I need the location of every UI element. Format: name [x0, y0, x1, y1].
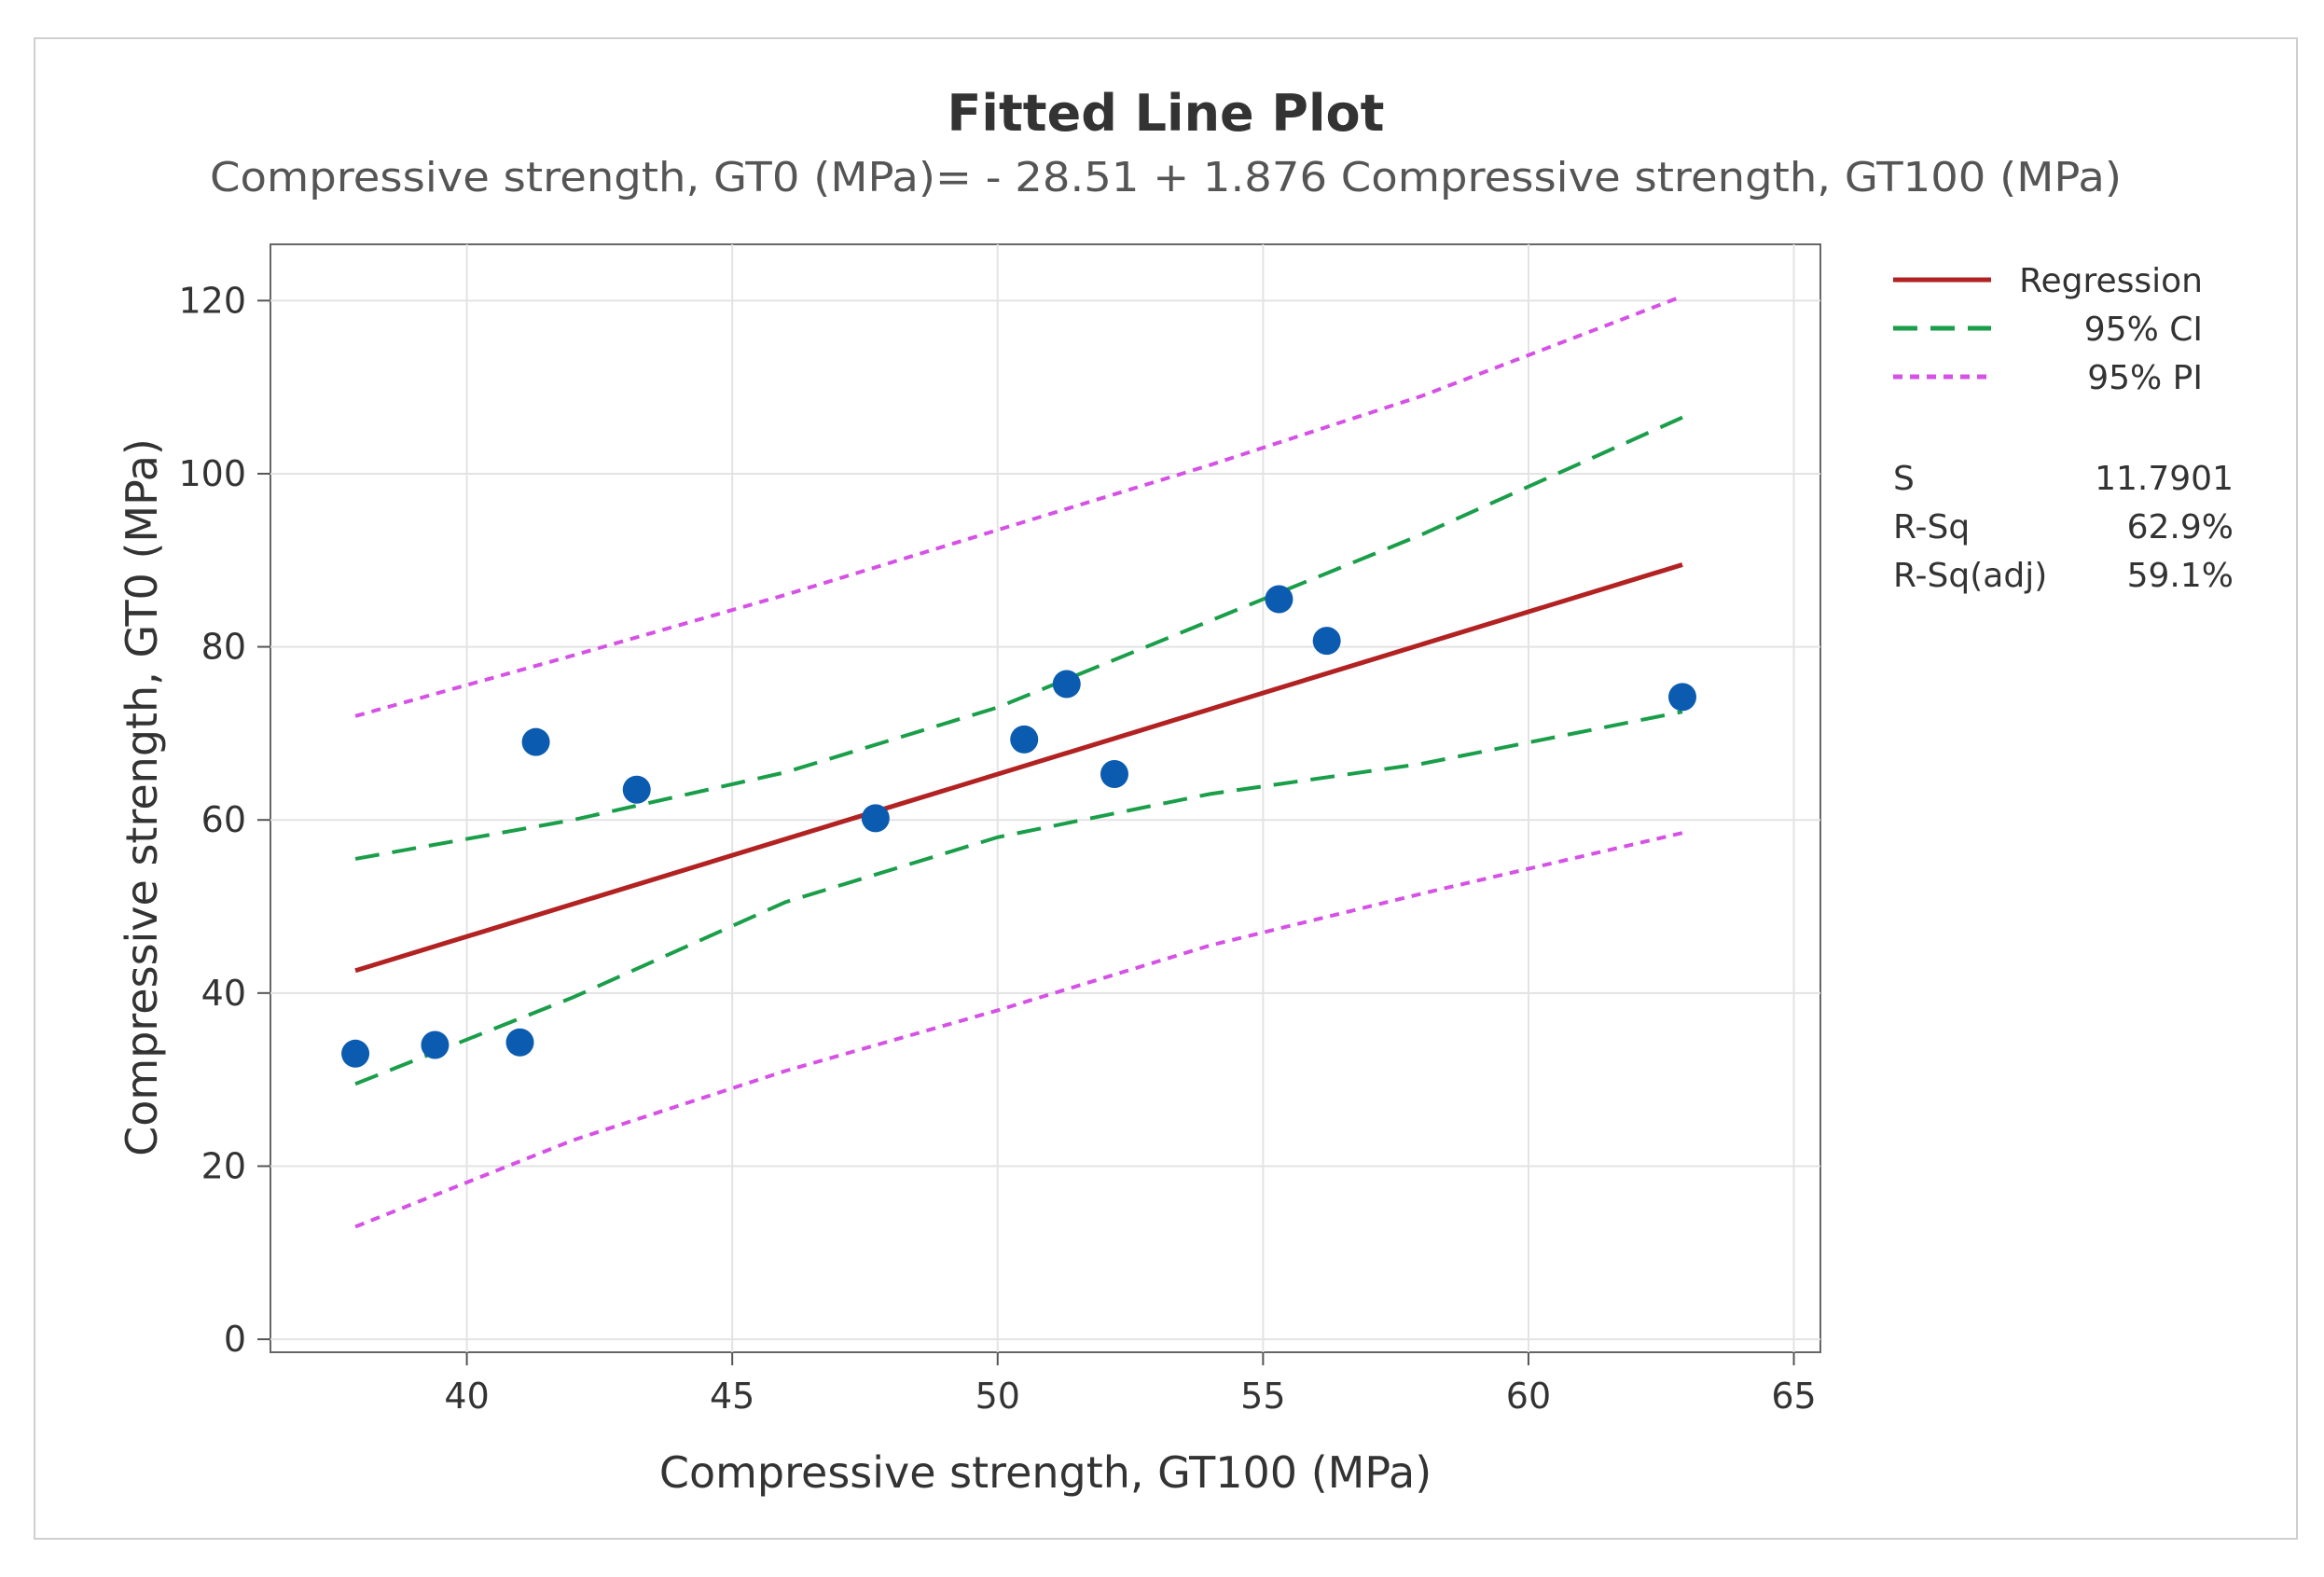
data-point — [1010, 725, 1039, 754]
y-axis-label: Compressive strength, GT0 (MPa) — [117, 438, 167, 1156]
x-tick-label: 40 — [444, 1376, 489, 1417]
plot-series — [341, 294, 1697, 1229]
x-tick-label: 50 — [975, 1376, 1020, 1417]
stat-label: S — [1893, 460, 1915, 498]
data-point — [1312, 627, 1341, 656]
y-tick-label: 80 — [201, 627, 246, 668]
chart-subtitle: Compressive strength, GT0 (MPa)= - 28.51… — [210, 154, 2122, 201]
x-tick-label: 65 — [1771, 1376, 1816, 1417]
data-point — [1265, 585, 1293, 614]
stat-value: 11.7901 — [2095, 460, 2234, 498]
ci-lower-line — [354, 710, 1683, 1086]
x-tick-label: 45 — [710, 1376, 754, 1417]
x-tick-label: 60 — [1506, 1376, 1551, 1417]
chart-title: Fitted Line Plot — [948, 84, 1385, 143]
axis-ticks: 40 45 50 55 60 65 0 20 40 60 80 100 120 — [178, 280, 1816, 1417]
pi-lower-line — [354, 831, 1683, 1229]
regression-line — [354, 562, 1683, 974]
stat-value: 59.1% — [2127, 557, 2234, 595]
x-axis-label: Compressive strength, GT100 (MPa) — [659, 1447, 1432, 1498]
data-point — [622, 775, 651, 804]
legend-label: 95% PI — [2087, 359, 2203, 397]
y-tick-label: 0 — [224, 1319, 246, 1360]
legend: Regression 95% CI 95% PI — [1893, 262, 2203, 397]
y-tick-label: 100 — [178, 453, 246, 494]
plot-area — [270, 243, 1821, 1353]
data-point — [861, 804, 890, 833]
stats-table: S 11.7901 R-Sq 62.9% R-Sq(adj) 59.1% — [1893, 460, 2234, 595]
data-point — [505, 1028, 534, 1057]
stat-label: R-Sq(adj) — [1893, 557, 2047, 595]
data-point — [421, 1031, 450, 1059]
pi-upper-line — [354, 294, 1683, 718]
x-tick-label: 55 — [1240, 1376, 1285, 1417]
y-tick-label: 40 — [201, 973, 246, 1014]
chart-frame — [34, 37, 2298, 1540]
data-point — [341, 1039, 370, 1068]
y-tick-label: 120 — [178, 280, 246, 321]
legend-label: Regression — [2019, 262, 2203, 300]
data-point — [1100, 760, 1128, 789]
y-tick-label: 60 — [201, 799, 246, 840]
data-point — [1052, 670, 1081, 699]
stat-label: R-Sq — [1893, 508, 1970, 546]
y-tick-label: 20 — [201, 1145, 246, 1186]
grid-lines — [270, 244, 1820, 1352]
stat-value: 62.9% — [2127, 508, 2234, 546]
legend-label: 95% CI — [2084, 311, 2203, 349]
data-point — [1668, 683, 1697, 712]
ci-upper-line — [354, 415, 1683, 861]
data-point — [521, 727, 550, 756]
